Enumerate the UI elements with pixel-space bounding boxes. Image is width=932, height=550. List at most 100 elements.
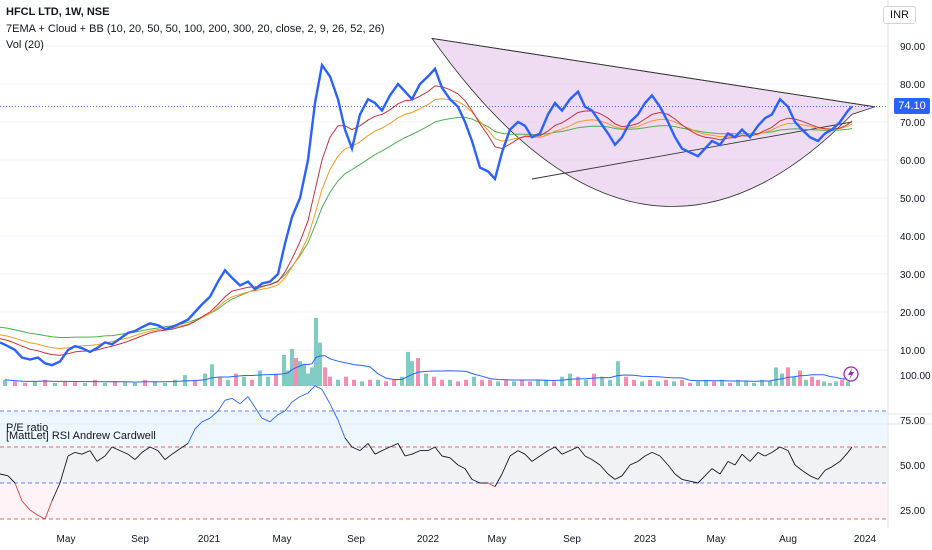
volume-bar [352, 379, 356, 386]
volume-bar [33, 381, 37, 386]
rsi-segment [307, 385, 316, 394]
rsi-segment [711, 468, 721, 475]
rsi-segment [569, 446, 579, 452]
currency-badge[interactable]: INR [883, 6, 916, 24]
rsi-segment [127, 453, 136, 460]
rsi-segment [269, 414, 279, 423]
alert-lightning-icon [843, 366, 859, 382]
volume-bar [810, 376, 814, 386]
volume-bar [544, 379, 548, 386]
rsi-segment [494, 473, 503, 487]
rsi-segment [704, 468, 713, 477]
rsi-segment [59, 455, 69, 484]
rsi-segment [21, 500, 31, 511]
rsi-segment [667, 464, 676, 475]
volume-bar [360, 381, 364, 386]
alert-icon-bolt [848, 368, 854, 380]
volume-bar [840, 379, 844, 386]
cup-pattern-area [431, 37, 876, 207]
volume-bar [792, 376, 796, 386]
rsi-segment [74, 451, 83, 455]
rsi-segment [449, 457, 459, 466]
volume-bar [798, 370, 802, 386]
volume-bar [536, 379, 540, 386]
volume-bar [424, 373, 428, 386]
rsi-segment [67, 451, 76, 457]
volume-bar [472, 376, 476, 386]
x-tick-label: 2022 [417, 534, 440, 545]
rsi-segment [224, 397, 233, 401]
rsi-segment [734, 453, 743, 466]
rsi-segment [809, 475, 819, 480]
volume-bar [592, 373, 596, 386]
rsi-segment [831, 461, 841, 468]
volume-bar [193, 379, 197, 386]
rsi-segment [0, 473, 9, 477]
volume-indicator-label[interactable]: Vol (20) [6, 39, 44, 51]
rsi-middle-band [0, 447, 888, 483]
volume-bar [310, 367, 314, 386]
rsi-segment [681, 478, 691, 482]
volume-bar [576, 376, 580, 386]
rsi-segment [381, 446, 391, 452]
volume-bar [712, 381, 716, 386]
volume-bar [720, 379, 724, 386]
ema-indicator-label[interactable]: 7EMA + Cloud + BB (10, 20, 50, 50, 100, … [6, 23, 385, 35]
volume-bar [688, 382, 692, 386]
volume-bar [173, 379, 177, 386]
rsi-upper-band [0, 411, 888, 447]
ema_red-series-line [0, 85, 853, 356]
volume-bar [258, 370, 262, 386]
volume-bar [344, 376, 348, 386]
volume-bar [294, 358, 298, 386]
rsi-segment [577, 446, 586, 457]
x-tick-label: Sep [131, 534, 149, 545]
rsi-segment [727, 460, 736, 466]
rsi-segment [321, 389, 331, 405]
rsi-segment [44, 500, 53, 520]
rsi-segment [817, 470, 826, 480]
rsi-segment [697, 475, 706, 484]
rsi-segment [29, 509, 39, 516]
rsi-segment [104, 446, 113, 457]
volume-bar [760, 379, 764, 386]
rsi-segment [179, 443, 189, 450]
volume-bar [306, 373, 310, 386]
rsi-indicator-label[interactable]: [MattLet] RSI Andrew Cardwell [6, 430, 156, 442]
volume-bar [143, 379, 147, 386]
rsi-segment [261, 417, 271, 423]
rsi-segment [501, 455, 511, 475]
symbol-title[interactable]: HFCL LTD, 1W, NSE [6, 6, 110, 18]
rsi-segment [231, 398, 241, 405]
volume-ma-line [4, 355, 849, 383]
volume-bar [648, 379, 652, 386]
volume-bar [210, 364, 214, 386]
volume-bar [464, 379, 468, 386]
volume-bar [822, 381, 826, 386]
x-tick-label: Sep [347, 534, 365, 545]
volume-bar [608, 379, 612, 386]
volume-bar [786, 367, 790, 386]
volume-bar [103, 382, 107, 386]
volume-bar [780, 373, 784, 386]
volume-bar [664, 379, 668, 386]
volume-bar [153, 381, 157, 386]
x-tick-label: Aug [779, 534, 797, 545]
volume-bar [584, 379, 588, 386]
volume-bar [696, 381, 700, 386]
volume-bar [448, 379, 452, 386]
y-tick-label: 10.00 [900, 346, 925, 357]
pe-ratio-label[interactable]: P/E ratio [6, 422, 49, 434]
last-price-badge: 74.10 [894, 98, 930, 114]
volume-bar [218, 376, 222, 386]
volume-bar [43, 379, 47, 386]
volume-bar [83, 382, 87, 386]
volume-bar [13, 381, 17, 386]
rsi-y-tick-label: 25.00 [900, 506, 925, 517]
y-tick-label: 30.00 [900, 270, 925, 281]
volume-bar [63, 381, 67, 386]
rsi-segment [217, 399, 226, 412]
y-tick-label: 20.00 [900, 308, 925, 319]
volume-bar [133, 382, 137, 386]
volume-bar [336, 379, 340, 386]
